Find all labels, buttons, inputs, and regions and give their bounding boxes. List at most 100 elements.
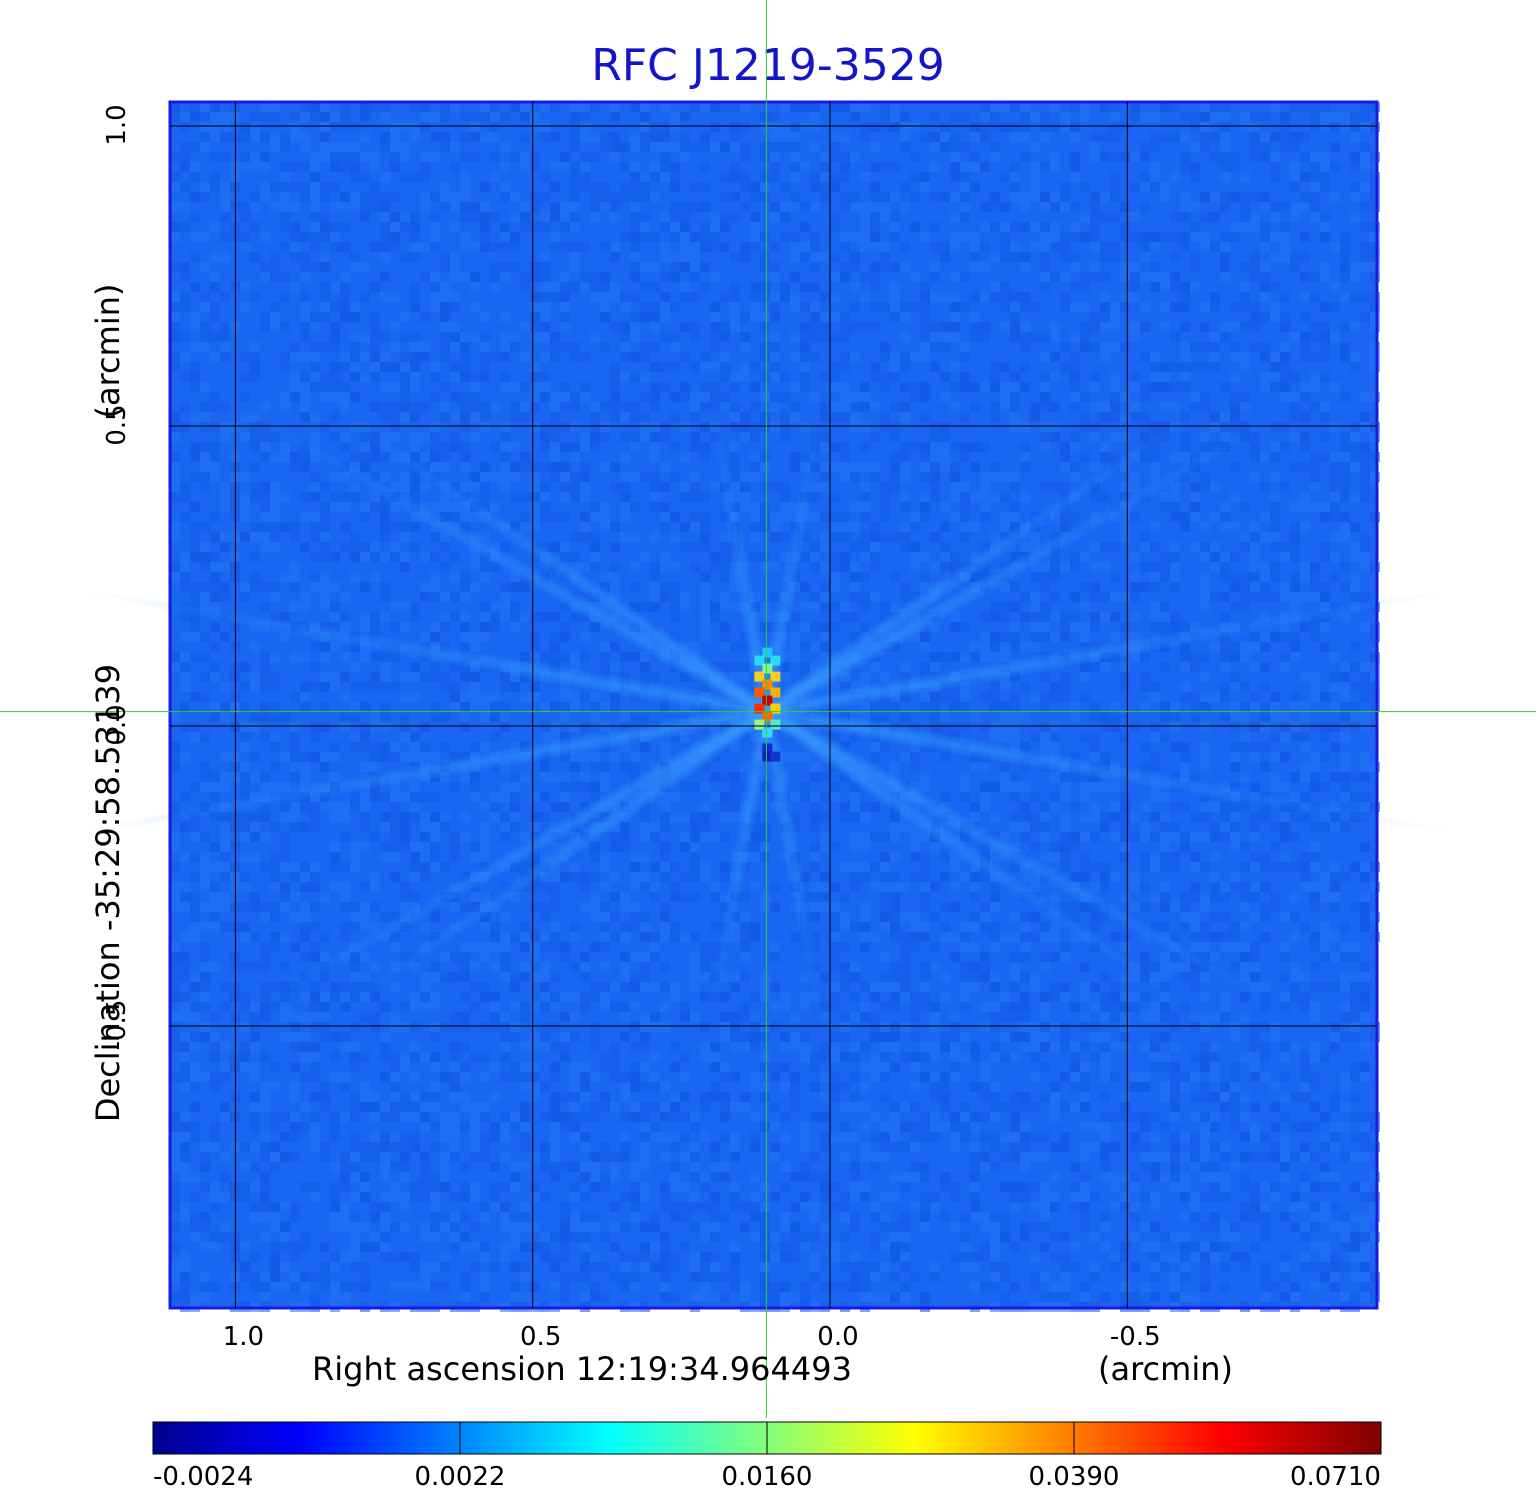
noise-pixel bbox=[1070, 262, 1080, 272]
noise-pixel bbox=[610, 142, 620, 152]
noise-pixel bbox=[1080, 102, 1090, 112]
noise-pixel bbox=[330, 152, 340, 162]
noise-pixel bbox=[1310, 682, 1320, 692]
noise-pixel bbox=[730, 382, 740, 392]
noise-pixel bbox=[680, 832, 690, 842]
noise-pixel bbox=[780, 292, 790, 302]
noise-pixel bbox=[1010, 582, 1020, 592]
noise-pixel bbox=[930, 462, 940, 472]
noise-pixel bbox=[1240, 352, 1250, 362]
noise-pixel bbox=[450, 682, 460, 692]
noise-pixel bbox=[820, 592, 830, 602]
noise-pixel bbox=[1230, 742, 1240, 752]
noise-pixel bbox=[300, 132, 310, 142]
noise-pixel bbox=[600, 572, 610, 582]
noise-pixel bbox=[1010, 332, 1020, 342]
noise-pixel bbox=[1000, 612, 1010, 622]
noise-pixel bbox=[610, 702, 620, 712]
noise-pixel bbox=[170, 292, 180, 302]
noise-pixel bbox=[970, 162, 980, 172]
noise-pixel bbox=[780, 502, 790, 512]
noise-pixel bbox=[1260, 372, 1270, 382]
noise-pixel bbox=[780, 102, 790, 112]
noise-pixel bbox=[220, 332, 230, 342]
noise-pixel bbox=[1310, 562, 1320, 572]
noise-pixel bbox=[460, 112, 470, 122]
noise-pixel bbox=[1040, 422, 1050, 432]
noise-pixel bbox=[1350, 122, 1360, 132]
noise-pixel bbox=[360, 352, 370, 362]
noise-pixel bbox=[320, 752, 330, 762]
noise-pixel bbox=[1080, 812, 1090, 822]
noise-pixel bbox=[1040, 432, 1050, 442]
noise-pixel bbox=[240, 742, 250, 752]
noise-pixel bbox=[1040, 382, 1050, 392]
noise-pixel bbox=[1210, 362, 1220, 372]
noise-pixel bbox=[710, 602, 720, 612]
noise-pixel bbox=[170, 802, 180, 812]
noise-pixel bbox=[560, 322, 570, 332]
noise-pixel bbox=[510, 822, 520, 832]
noise-pixel bbox=[510, 792, 520, 802]
noise-pixel bbox=[280, 362, 290, 372]
noise-pixel bbox=[490, 112, 500, 122]
noise-pixel bbox=[520, 452, 530, 462]
noise-pixel bbox=[1370, 192, 1380, 202]
noise-pixel bbox=[890, 902, 900, 912]
noise-pixel bbox=[1140, 412, 1150, 422]
noise-pixel bbox=[380, 582, 390, 592]
noise-pixel bbox=[920, 132, 930, 142]
noise-pixel bbox=[250, 532, 260, 542]
noise-pixel bbox=[660, 312, 670, 322]
noise-pixel bbox=[1130, 832, 1140, 842]
noise-pixel bbox=[440, 132, 450, 142]
noise-pixel bbox=[470, 682, 480, 692]
noise-pixel bbox=[630, 602, 640, 612]
noise-pixel bbox=[410, 602, 420, 612]
noise-pixel bbox=[820, 832, 830, 842]
noise-pixel bbox=[720, 102, 730, 112]
noise-pixel bbox=[300, 692, 310, 702]
noise-pixel bbox=[640, 192, 650, 202]
noise-pixel bbox=[1130, 332, 1140, 342]
noise-pixel bbox=[1010, 602, 1020, 612]
noise-pixel bbox=[620, 432, 630, 442]
noise-pixel bbox=[1110, 372, 1120, 382]
noise-pixel bbox=[670, 302, 680, 312]
noise-pixel bbox=[890, 762, 900, 772]
noise-pixel bbox=[1110, 702, 1120, 712]
noise-pixel bbox=[1180, 742, 1190, 752]
noise-pixel bbox=[600, 142, 610, 152]
noise-pixel bbox=[380, 532, 390, 542]
noise-pixel bbox=[1110, 172, 1120, 182]
noise-pixel bbox=[1180, 842, 1190, 852]
noise-pixel bbox=[200, 872, 210, 882]
noise-pixel bbox=[220, 122, 230, 132]
noise-pixel bbox=[1020, 342, 1030, 352]
noise-pixel bbox=[810, 352, 820, 362]
noise-pixel bbox=[1230, 882, 1240, 892]
noise-pixel bbox=[480, 602, 490, 612]
noise-pixel bbox=[190, 732, 200, 742]
noise-pixel bbox=[630, 132, 640, 142]
noise-pixel bbox=[460, 462, 470, 472]
noise-pixel bbox=[1130, 512, 1140, 522]
noise-pixel bbox=[990, 142, 1000, 152]
noise-pixel bbox=[1120, 792, 1130, 802]
noise-pixel bbox=[1050, 102, 1060, 112]
noise-pixel bbox=[1120, 532, 1130, 542]
noise-pixel bbox=[660, 172, 670, 182]
noise-pixel bbox=[1350, 362, 1360, 372]
noise-pixel bbox=[1290, 552, 1300, 562]
noise-pixel bbox=[1050, 742, 1060, 752]
noise-pixel bbox=[370, 672, 380, 682]
noise-pixel bbox=[1270, 822, 1280, 832]
noise-pixel bbox=[1130, 412, 1140, 422]
noise-pixel bbox=[330, 742, 340, 752]
noise-pixel bbox=[880, 112, 890, 122]
noise-pixel bbox=[400, 722, 410, 732]
noise-pixel bbox=[870, 402, 880, 412]
noise-pixel bbox=[650, 672, 660, 682]
noise-pixel bbox=[1030, 612, 1040, 622]
noise-pixel bbox=[350, 192, 360, 202]
